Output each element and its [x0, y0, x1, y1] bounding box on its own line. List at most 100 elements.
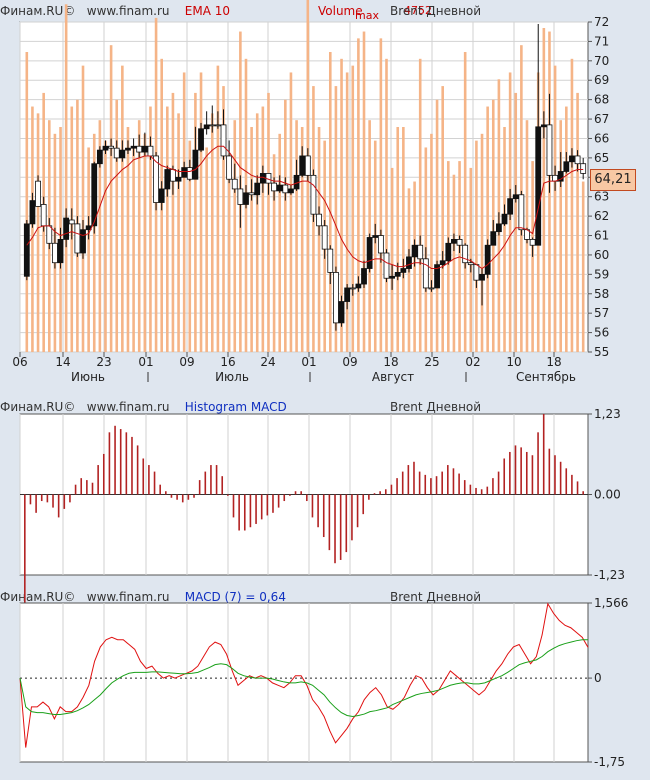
- price-panel-header: Финам.RU© www.finam.ru EMA 10: [0, 4, 230, 18]
- volume-bar: [486, 106, 489, 352]
- candle-body: [102, 145, 109, 151]
- ema-line: [26, 145, 584, 270]
- volume-bar: [210, 113, 214, 352]
- x-tick-label: 06: [12, 355, 27, 369]
- y-tick-label: 56: [594, 326, 609, 340]
- volume-bar: [480, 133, 484, 352]
- candle-body: [63, 217, 70, 240]
- volume-bar: [121, 65, 124, 353]
- candle-body: [237, 188, 244, 205]
- site-label: www.finam.ru: [86, 400, 170, 414]
- volume-bar: [132, 147, 135, 352]
- candle-body: [192, 149, 199, 180]
- volume-bar: [205, 147, 208, 352]
- candle-body: [507, 198, 514, 215]
- candle-body: [231, 178, 238, 190]
- candle-body: [198, 128, 204, 151]
- candle-body: [540, 124, 547, 128]
- y-tick-label: 69: [594, 73, 609, 87]
- candle-body: [574, 155, 581, 165]
- candle-body: [130, 145, 137, 149]
- y-tick-label: 1,23: [594, 407, 621, 421]
- volume-bar: [463, 52, 467, 352]
- x-tick-label: 25: [424, 355, 439, 369]
- candle-body: [299, 155, 306, 176]
- candle-body: [153, 155, 159, 203]
- candle-body: [361, 268, 367, 285]
- candle-body: [411, 244, 418, 258]
- candle-body: [68, 219, 75, 225]
- volume-bar: [216, 65, 220, 353]
- candle-body: [349, 287, 356, 290]
- candle-body: [91, 163, 98, 227]
- candle-body: [125, 147, 131, 151]
- signal-line: [19, 639, 588, 717]
- volume-bar: [143, 133, 147, 352]
- candle-body: [372, 235, 379, 238]
- volume-bar: [452, 174, 456, 352]
- candle-body: [462, 244, 469, 264]
- volume-bar: [284, 99, 287, 353]
- volume-bar: [418, 58, 422, 353]
- source-label: Финам.RU©: [0, 590, 76, 604]
- candle-body: [569, 155, 575, 163]
- candle-body: [535, 126, 542, 246]
- instrument-label: Brent Дневной: [390, 400, 482, 414]
- volume-bar: [514, 92, 518, 352]
- candle-body: [473, 264, 480, 281]
- y-tick-label: 67: [594, 112, 609, 126]
- indicator-label: EMA 10: [184, 4, 230, 18]
- candle-body: [80, 229, 86, 254]
- volume-bar: [25, 52, 29, 352]
- macd-panel-header: Финам.RU© www.finam.ru MACD (7) = 0,64: [0, 590, 286, 604]
- y-tick-label: 71: [594, 34, 609, 48]
- volume-bar: [317, 127, 321, 352]
- volume-bar: [188, 140, 192, 352]
- volume-bar: [503, 127, 506, 352]
- candle-body: [209, 124, 216, 127]
- candle-body: [29, 200, 36, 225]
- x-tick-label: 14: [55, 355, 70, 369]
- candle-body: [439, 260, 446, 266]
- volume-bar: [233, 120, 237, 352]
- month-label: Июль: [215, 370, 249, 384]
- candle-body: [96, 149, 103, 165]
- volume-bar: [92, 133, 96, 352]
- candle-body: [400, 268, 407, 273]
- candle-body: [389, 275, 396, 279]
- candle-body: [57, 239, 64, 264]
- volume-bar: [149, 106, 152, 352]
- source-label: Финам.RU©: [0, 4, 76, 18]
- candle-body: [52, 242, 58, 264]
- y-tick-label: -1,23: [594, 568, 625, 582]
- y-tick-label: 57: [594, 306, 609, 320]
- volume-bar: [222, 86, 225, 352]
- site-label: www.finam.ru: [86, 590, 170, 604]
- volume-bar: [559, 120, 563, 352]
- candle-body: [529, 239, 536, 246]
- volume-bar: [328, 52, 332, 352]
- x-tick-label: 16: [220, 355, 235, 369]
- candle-body: [422, 258, 429, 289]
- candle-body: [214, 124, 221, 127]
- candle-body: [248, 192, 255, 196]
- candle-body: [113, 147, 120, 159]
- volume-bar: [345, 72, 349, 353]
- candle-body: [170, 169, 176, 182]
- volume-bar: [576, 92, 579, 352]
- candle-body: [243, 192, 249, 205]
- indicator-label: MACD (7) = 0,64: [184, 590, 286, 604]
- candle-body: [136, 145, 143, 153]
- candle-body: [175, 176, 182, 182]
- candle-body: [282, 184, 289, 194]
- y-tick-label: 62: [594, 209, 609, 223]
- candle-body: [74, 223, 81, 254]
- candle-body: [417, 244, 424, 260]
- x-tick-label: 09: [179, 355, 194, 369]
- candle-body: [490, 231, 497, 246]
- candle-body: [186, 167, 193, 180]
- volume-bar: [166, 106, 169, 352]
- volume-bar: [177, 113, 180, 352]
- candle-body: [304, 155, 311, 176]
- volume-max-value: 4752: [404, 4, 432, 17]
